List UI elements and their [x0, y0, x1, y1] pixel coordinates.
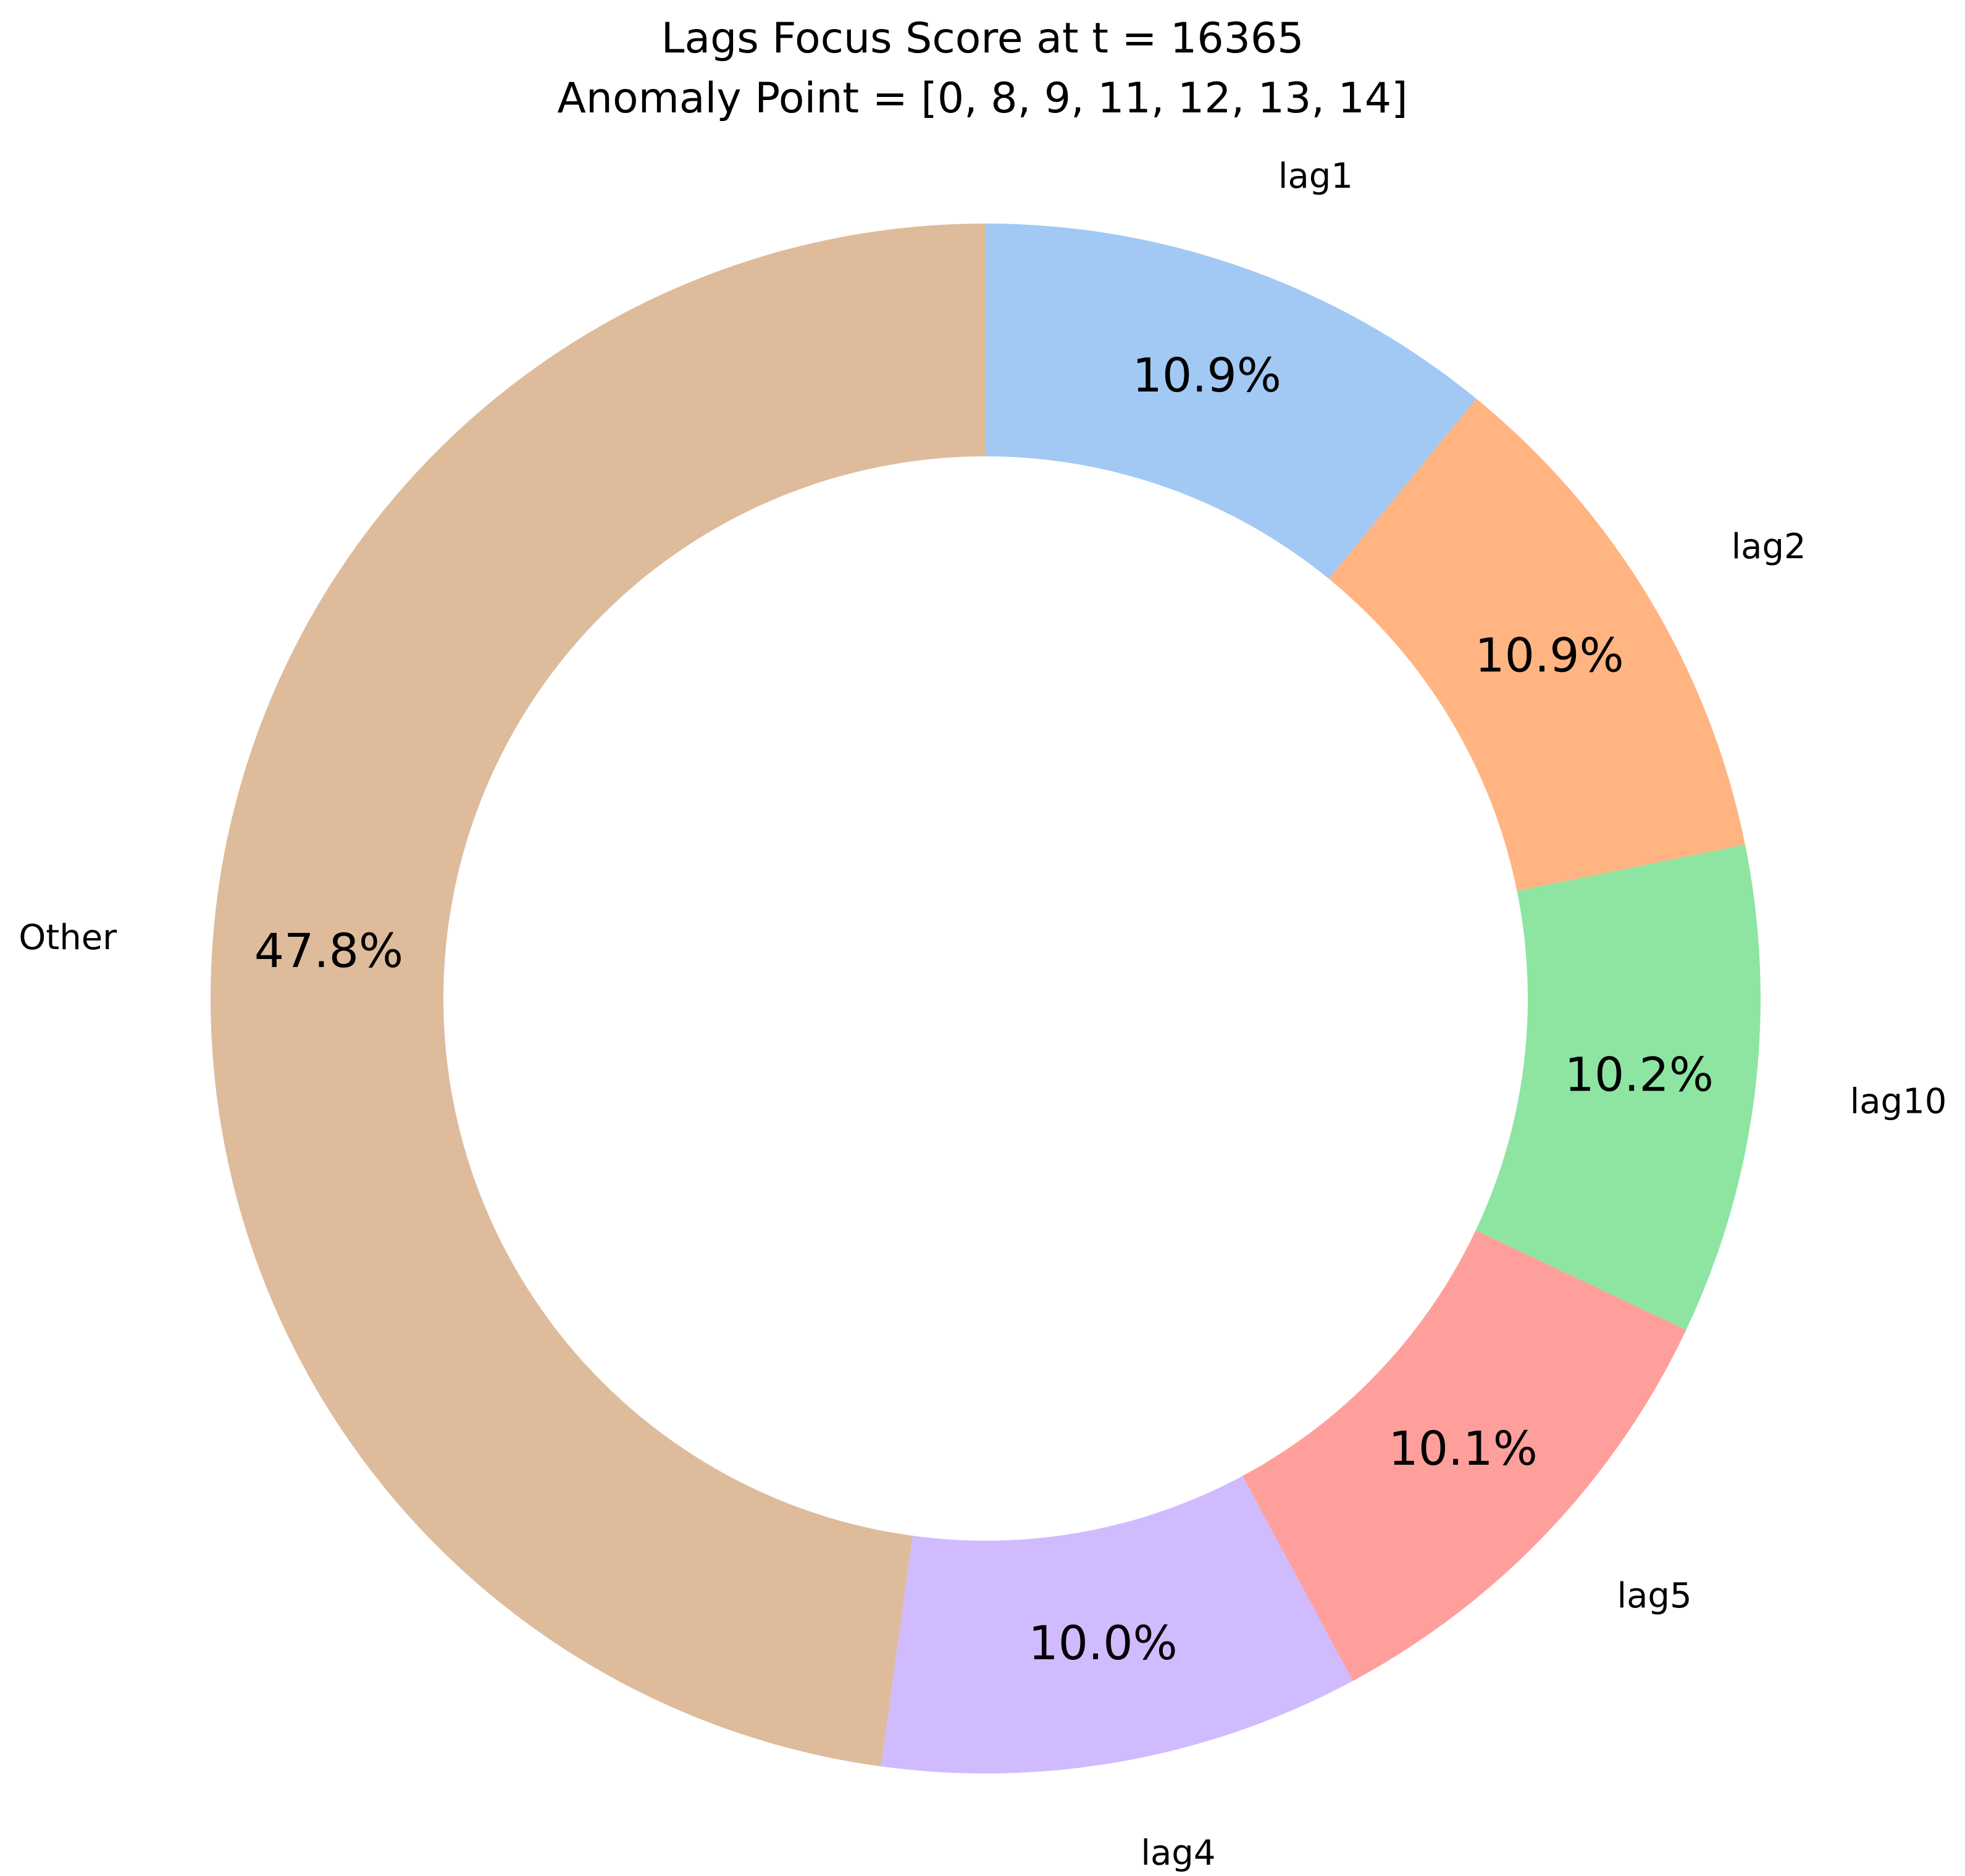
- slice-label-lag5: lag5: [1617, 1576, 1692, 1616]
- slice-percent-lag2: 10.9%: [1475, 628, 1624, 683]
- slice-label-lag2: lag2: [1732, 527, 1806, 567]
- chart-title-line-1: Lags Focus Score at t = 16365: [661, 14, 1304, 63]
- labels-layer: lag1 10.9% lag2 10.9% lag10 10.2% lag5 10.1% lag…: [19, 156, 1946, 1873]
- slice-percent-lag1: 10.9%: [1133, 348, 1281, 403]
- slice-label-other: Other: [19, 918, 117, 958]
- donut-hole: [443, 456, 1528, 1541]
- slice-label-lag10: lag10: [1850, 1081, 1947, 1121]
- slice-percent-lag10: 10.2%: [1564, 1047, 1713, 1102]
- slice-label-lag1: lag1: [1278, 156, 1353, 196]
- chart-title-line-2: Anomaly Point = [0, 8, 9, 11, 12, 13, 14…: [557, 74, 1407, 123]
- slice-label-lag4: lag4: [1141, 1833, 1215, 1874]
- slice-percent-other: 47.8%: [254, 923, 403, 978]
- slice-percent-lag4: 10.0%: [1028, 1615, 1177, 1670]
- slice-percent-lag5: 10.1%: [1388, 1421, 1537, 1476]
